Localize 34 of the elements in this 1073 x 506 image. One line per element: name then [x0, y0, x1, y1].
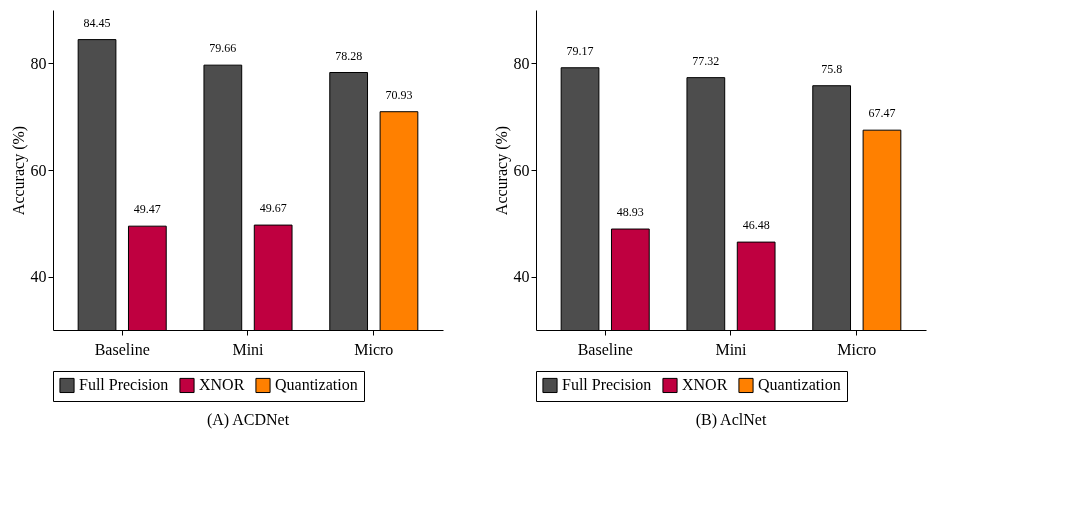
x-tick-label: Micro	[837, 340, 877, 358]
legend-label: Quantization	[758, 376, 841, 394]
data-label: 49.67	[259, 201, 287, 216]
text: (B) AclNet	[695, 410, 767, 429]
data-label: 79.66	[209, 41, 237, 56]
data-label: 75.8	[821, 61, 843, 76]
y-tick-label: 40	[30, 268, 47, 286]
data-label: 49.47	[133, 202, 161, 217]
data-label: 77.32	[692, 53, 720, 68]
y-axis-title: Accuracy (%)	[492, 125, 511, 216]
y-axis-title: Accuracy (%)	[9, 125, 28, 216]
x-tick-label: Baseline	[94, 340, 150, 358]
legend-label: Full Precision	[562, 376, 652, 394]
data-label: 70.93	[385, 87, 413, 102]
legend-label: XNOR	[682, 376, 728, 394]
text: (A) ACDNet	[206, 410, 290, 429]
x-tick-label: Mini	[232, 340, 265, 358]
x-tick-label: Micro	[354, 340, 394, 358]
y-tick-label: 40	[513, 268, 530, 286]
legend-label: XNOR	[199, 376, 245, 394]
y-tick-label: 80	[513, 54, 530, 72]
data-label: 48.93	[616, 205, 644, 220]
x-tick-label: Baseline	[577, 340, 633, 358]
data-label: 67.47	[868, 106, 896, 121]
data-label: 84.45	[83, 15, 111, 30]
data-label: 46.48	[742, 218, 770, 233]
y-tick-label: 60	[513, 161, 530, 179]
legend-label: Full Precision	[79, 376, 169, 394]
y-tick-label: 80	[30, 54, 47, 72]
x-tick-label: Mini	[715, 340, 748, 358]
legend-label: Quantization	[275, 376, 358, 394]
data-label: 78.28	[335, 48, 363, 63]
data-label: 79.17	[566, 43, 594, 58]
y-tick-label: 60	[30, 161, 47, 179]
